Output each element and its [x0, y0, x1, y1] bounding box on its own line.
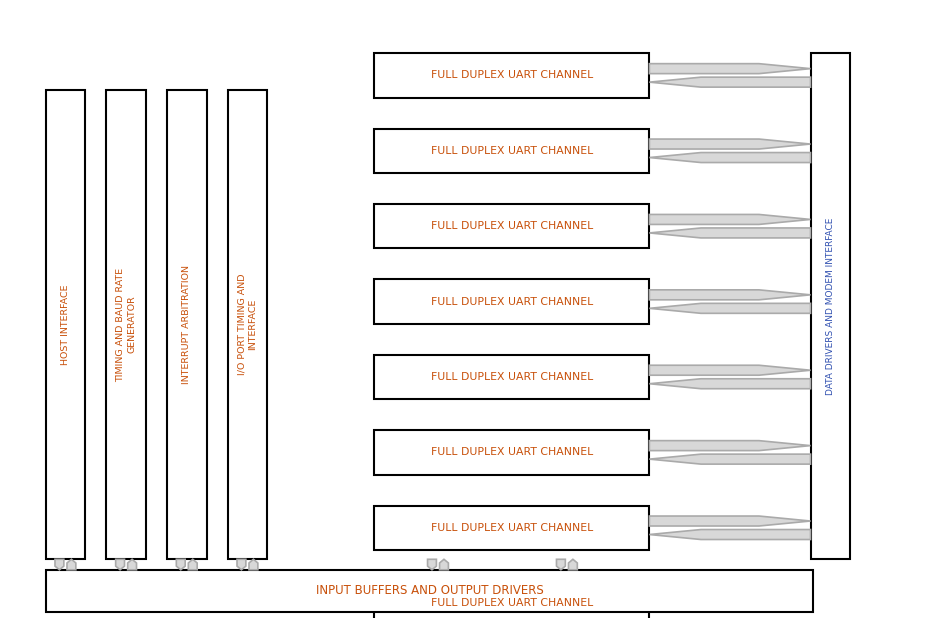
Text: FULL DUPLEX UART CHANNEL: FULL DUPLEX UART CHANNEL — [430, 598, 593, 608]
Text: FULL DUPLEX UART CHANNEL: FULL DUPLEX UART CHANNEL — [430, 70, 593, 80]
FancyBboxPatch shape — [374, 581, 649, 618]
Polygon shape — [649, 441, 811, 451]
Polygon shape — [649, 139, 811, 149]
Text: FULL DUPLEX UART CHANNEL: FULL DUPLEX UART CHANNEL — [430, 221, 593, 231]
FancyBboxPatch shape — [46, 570, 813, 612]
FancyBboxPatch shape — [228, 90, 267, 559]
Polygon shape — [428, 559, 436, 570]
Text: FULL DUPLEX UART CHANNEL: FULL DUPLEX UART CHANNEL — [430, 146, 593, 156]
Polygon shape — [189, 559, 197, 570]
Text: INTERRUPT ARBITRATION: INTERRUPT ARBITRATION — [182, 265, 191, 384]
Polygon shape — [649, 77, 811, 87]
Polygon shape — [128, 559, 137, 570]
Text: DATA DRIVERS AND MODEM INTERFACE: DATA DRIVERS AND MODEM INTERFACE — [826, 217, 835, 395]
Polygon shape — [649, 303, 811, 313]
Polygon shape — [649, 153, 811, 163]
Text: FULL DUPLEX UART CHANNEL: FULL DUPLEX UART CHANNEL — [430, 523, 593, 533]
Text: FULL DUPLEX UART CHANNEL: FULL DUPLEX UART CHANNEL — [430, 372, 593, 382]
Polygon shape — [55, 559, 64, 570]
Polygon shape — [67, 559, 76, 570]
FancyBboxPatch shape — [374, 506, 649, 550]
Text: INPUT BUFFERS AND OUTPUT DRIVERS: INPUT BUFFERS AND OUTPUT DRIVERS — [316, 584, 543, 598]
FancyBboxPatch shape — [811, 53, 850, 559]
FancyBboxPatch shape — [374, 430, 649, 475]
Polygon shape — [649, 530, 811, 540]
Text: TIMING AND BAUD RATE
GENERATOR: TIMING AND BAUD RATE GENERATOR — [116, 268, 137, 381]
Polygon shape — [649, 228, 811, 238]
FancyBboxPatch shape — [374, 204, 649, 248]
Polygon shape — [649, 365, 811, 375]
FancyBboxPatch shape — [46, 90, 85, 559]
Text: FULL DUPLEX UART CHANNEL: FULL DUPLEX UART CHANNEL — [430, 297, 593, 307]
Text: FULL DUPLEX UART CHANNEL: FULL DUPLEX UART CHANNEL — [430, 447, 593, 457]
Polygon shape — [649, 379, 811, 389]
Text: HOST INTERFACE: HOST INTERFACE — [61, 284, 70, 365]
FancyBboxPatch shape — [374, 279, 649, 324]
FancyBboxPatch shape — [167, 90, 207, 559]
FancyBboxPatch shape — [374, 129, 649, 173]
Polygon shape — [649, 516, 811, 526]
Polygon shape — [569, 559, 577, 570]
Polygon shape — [556, 559, 565, 570]
Text: I/O PORT TIMING AND
INTERFACE: I/O PORT TIMING AND INTERFACE — [237, 274, 258, 375]
Polygon shape — [249, 559, 258, 570]
Polygon shape — [649, 454, 811, 464]
Polygon shape — [649, 214, 811, 224]
Polygon shape — [649, 290, 811, 300]
FancyBboxPatch shape — [374, 53, 649, 98]
Polygon shape — [116, 559, 124, 570]
Polygon shape — [649, 64, 811, 74]
Polygon shape — [176, 559, 185, 570]
FancyBboxPatch shape — [106, 90, 146, 559]
Polygon shape — [237, 559, 246, 570]
Polygon shape — [440, 559, 448, 570]
FancyBboxPatch shape — [374, 355, 649, 399]
